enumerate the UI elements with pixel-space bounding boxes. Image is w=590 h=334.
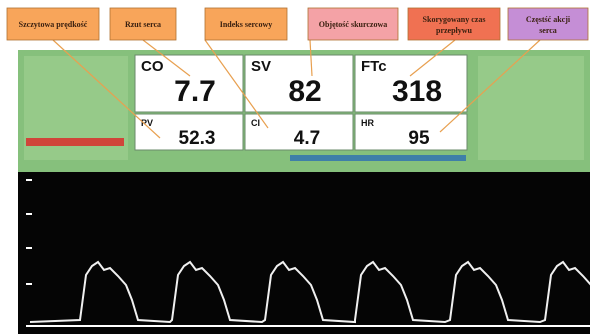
tile-value: 7.7 bbox=[174, 75, 216, 108]
tile-label: CO bbox=[141, 58, 164, 75]
tile-value: 82 bbox=[288, 75, 321, 108]
tile-label: SV bbox=[251, 58, 271, 75]
tile-label: HR bbox=[361, 118, 374, 128]
right-panel bbox=[478, 56, 584, 160]
callout-text: Indeks sercowy bbox=[220, 20, 273, 29]
tile-value: 318 bbox=[392, 75, 442, 108]
callout-text: Rzut serca bbox=[125, 20, 161, 29]
callout-text: Objętość skurczowa bbox=[319, 20, 388, 29]
blue-bar bbox=[290, 155, 466, 161]
tile-value: 52.3 bbox=[179, 128, 216, 149]
callout-text: Szczytowa prędkość bbox=[19, 20, 88, 29]
tile-label: CI bbox=[251, 118, 260, 128]
red-bar bbox=[26, 138, 124, 146]
callout-box bbox=[508, 8, 588, 40]
tile-value: 95 bbox=[408, 128, 430, 149]
tile-value: 4.7 bbox=[294, 128, 320, 149]
screen: CO7.7SV82FTc318PV52.3CI4.7HR95 Szczytowa… bbox=[0, 0, 590, 334]
callout-box bbox=[408, 8, 500, 40]
tile-label: FTc bbox=[361, 58, 387, 75]
